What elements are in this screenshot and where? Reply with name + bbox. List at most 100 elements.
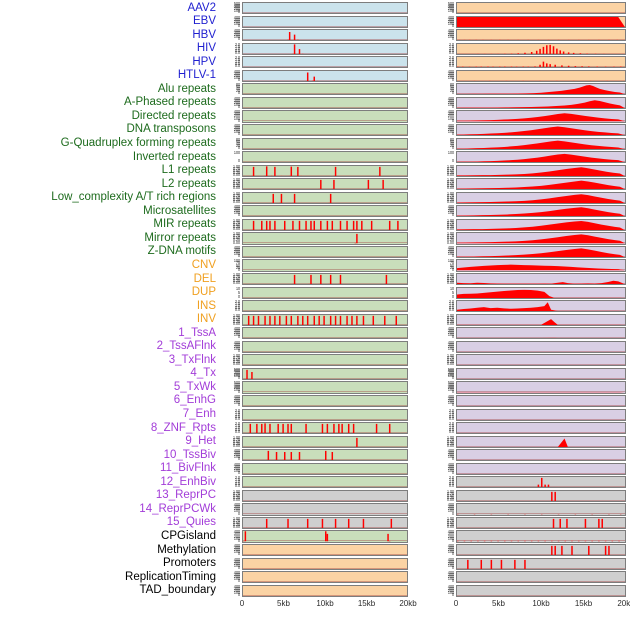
y-tick-label: 300 [447,585,454,591]
y-tick-label: 0 [237,293,240,299]
y-tick-label: 400 [447,95,454,101]
y-tick-label: 5 [237,289,240,295]
y-tick-label: 0.00 [232,442,240,448]
track-left-18 [242,245,408,259]
y-ticks-left-36: 1.00 0.75 0.50 0.25 0.00 [216,489,241,502]
track-left-24 [242,327,408,340]
y-ticks-right-32: 1.00 0.75 0.50 0.25 0.00 [428,435,455,448]
y-tick-label: 300 [233,341,240,347]
y-tick-label: 1.5 [234,423,240,429]
track-plot [243,410,407,420]
y-ticks-left-42: 400 300 200 100 0 [216,570,241,584]
track-plot [243,328,407,339]
track-right-2 [456,29,626,42]
track-left-42 [242,571,408,584]
x-tick-label: 10kb [532,599,550,609]
track-label-low-complexity-a-t-rich-regions: Low_complexity A/T rich regions [51,191,216,204]
y-tick-label: 1.0 [234,425,240,431]
y-tick-label: 200 [233,560,240,566]
y-tick-label: 400 [233,339,240,345]
track-plot [243,17,407,27]
track-left-43 [242,584,408,597]
y-tick-label: 200 [447,208,454,214]
track-label-6-enhg: 6_EnhG [173,394,216,407]
y-tick-label: 0.25 [446,494,454,500]
y-tick-label: 40 [449,86,454,92]
y-tick-label: 400 [447,244,454,250]
y-tick-label: 0 [451,347,454,353]
y-tick-label: 100 [233,373,240,379]
y-tick-label: 200 [233,5,240,11]
y-tick-label: 0.0 [234,49,240,55]
y-tick-label: 200 [447,385,454,391]
y-tick-label: 200 [447,533,454,539]
track-left-39 [242,530,408,543]
track-plot [243,57,407,68]
track-left-6 [242,83,408,96]
track-right-25 [456,340,626,353]
y-ticks-right-22: 2.0 1.5 1.0 0.5 0.0 [428,299,455,312]
y-tick-label: 1.0 [234,411,240,417]
track-left-5 [242,69,408,82]
x-axis-right: 0 5kb 10kb 15kb 20kb [454,598,630,616]
track-left-19 [242,259,408,272]
y-tick-label: 0.50 [446,438,454,444]
y-tick-label: 0 [451,456,454,462]
x-tick-label: 0 [239,599,245,609]
track-plot [457,3,625,14]
y-tick-label: 100 [233,7,240,13]
y-ticks-right-21: 10 5 0 [428,286,455,299]
y-tick-label: 0.00 [446,361,454,367]
y-tick-label: 200 [233,506,240,512]
y-tick-label: 1.00 [446,488,454,494]
y-ticks-right-36: 1.00 0.75 0.50 0.25 0.00 [428,488,455,502]
y-tick-label: 0.50 [446,276,454,282]
track-right-27 [456,367,626,381]
track-plot [457,328,625,339]
y-tick-label: 0 [237,456,240,462]
y-tick-label: 80 [449,82,454,88]
y-tick-label: 300 [447,383,454,389]
track-label-12-enhbiv: 12_EnhBiv [160,475,216,488]
track-plot [243,464,407,474]
track-label-14-reprpcwk: 14_ReprPCWk [139,502,216,515]
y-tick-label: 2.0 [448,41,454,47]
y-tick-label: 0.5 [448,427,454,433]
track-right-35 [456,476,626,489]
track-left-33 [242,449,408,462]
y-tick-label: 300 [233,572,240,578]
y-tick-label: 0.50 [446,316,454,322]
y-tick-label: 1.0 [448,45,454,51]
track-left-11 [242,151,408,164]
y-tick-label: 300 [447,558,454,564]
y-tick-label: 0.5 [234,305,240,311]
track-plot [457,559,625,569]
y-tick-label: 1.5 [234,301,240,307]
y-ticks-left-16: 1.00 0.75 0.50 0.25 0.00 [216,218,241,231]
track-label-cpgisland: CPGisland [161,529,216,542]
y-tick-label: 0.50 [232,357,240,363]
y-tick-label: 200 [233,343,240,349]
y-tick-label: 0.25 [446,223,454,229]
y-tick-label: 0 [451,388,454,394]
y-tick-label: 100 [447,101,454,107]
track-label-microsatellites: Microsatellites [143,204,216,217]
y-tick-label: 0.50 [232,316,240,322]
y-tick-label: 20 [449,88,454,94]
track-label-ebv: EBV [192,15,216,28]
y-tick-label: 0 [237,578,240,584]
track-left-16 [242,218,408,231]
track-plot [243,545,407,555]
y-tick-label: 100 [447,535,454,541]
y-tick-label: 0.25 [232,522,240,528]
track-plot [243,369,407,380]
y-tick-label: 100 [233,400,240,406]
y-tick-label: 0 [451,144,454,150]
y-tick-label: 0 [237,117,240,123]
y-tick-label: 0.25 [232,278,240,284]
y-tick-label: 60 [449,84,454,90]
track-left-2 [242,29,408,42]
y-tick-label: 1.00 [446,231,454,237]
track-right-39 [456,530,626,543]
y-tick-label: 0.50 [446,357,454,363]
